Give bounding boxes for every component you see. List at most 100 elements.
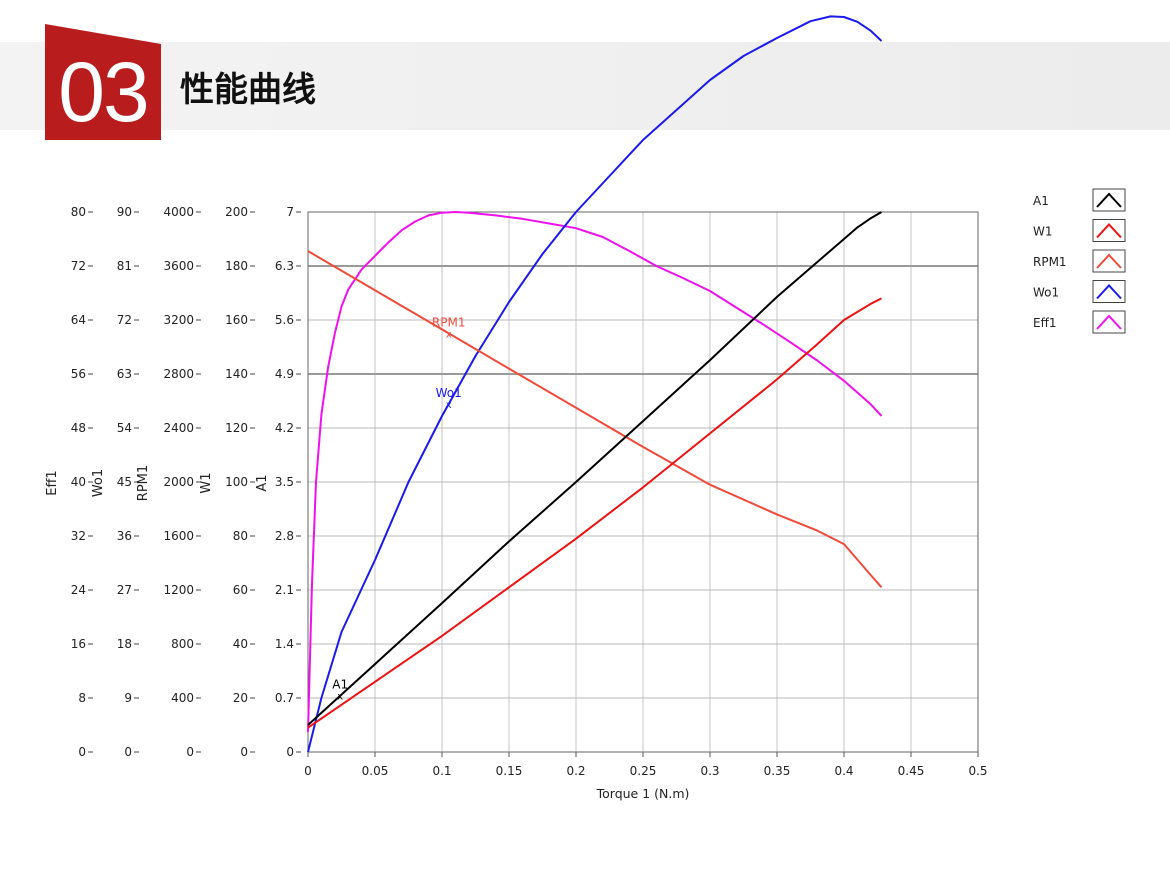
x-tick-label: 0.1 <box>432 764 451 778</box>
y-tick-label: 40 <box>71 475 86 489</box>
y-tick-label: 72 <box>71 259 86 273</box>
y-tick-label: 160 <box>225 313 248 327</box>
section-title: 性能曲线 <box>180 70 316 110</box>
header-bar <box>0 42 1170 130</box>
y-tick-label: 2.1 <box>275 583 294 597</box>
y-tick-label: 2.8 <box>275 529 294 543</box>
y-tick-label: 1.4 <box>275 637 294 651</box>
y-tick-label: 36 <box>117 529 132 543</box>
y-tick-label: 56 <box>71 367 86 381</box>
legend-swatch-box-Eff1 <box>1092 310 1126 334</box>
legend-swatch-line-Eff1 <box>1096 314 1122 330</box>
y-tick-label: 27 <box>117 583 132 597</box>
y-tick-label: 9 <box>124 691 132 705</box>
legend-swatch-box-Wo1 <box>1092 280 1126 303</box>
x-tick-label: 0.4 <box>834 764 853 778</box>
x-tick-label: 0.15 <box>496 764 523 778</box>
y-axis-label-A1: A1 <box>255 474 270 491</box>
y-tick-label: 2800 <box>163 367 194 381</box>
series-line-RPM1 <box>307 250 883 588</box>
series-label-Wo1: Wo1 <box>436 386 462 400</box>
legend-swatch-line-A1 <box>1096 192 1122 208</box>
y-tick-label: 180 <box>225 259 248 273</box>
y-tick-label: 24 <box>71 583 86 597</box>
plot-border <box>307 211 979 753</box>
legend-label-W1: W1 <box>1033 225 1053 239</box>
y-tick-label: 60 <box>233 583 248 597</box>
y-tick-label: 64 <box>71 313 86 327</box>
x-axis-label: Torque 1 (N.m) <box>596 786 690 801</box>
y-tick-label: 2400 <box>163 421 194 435</box>
y-tick-label: 20 <box>233 691 248 705</box>
y-tick-label: 16 <box>71 637 86 651</box>
y-tick-label: 200 <box>225 205 248 219</box>
legend-swatch-box-RPM1 <box>1092 249 1126 273</box>
legend-label-Eff1: Eff1 <box>1033 316 1056 330</box>
series-line-W1 <box>307 297 882 729</box>
y-axis-label-RPM1: RPM1 <box>136 465 151 501</box>
section-badge: 03 <box>45 24 161 140</box>
section-number: 03 <box>58 45 149 139</box>
y-tick-label: 18 <box>117 637 132 651</box>
series-marker-A1: x <box>337 692 343 703</box>
y-tick-label: 5.6 <box>275 313 294 327</box>
x-tick-label: 0.2 <box>566 764 585 778</box>
series-line-Wo1 <box>307 15 883 753</box>
y-tick-label: 2000 <box>163 475 194 489</box>
badge-shape <box>45 24 161 140</box>
legend-swatch-line-RPM1 <box>1096 253 1122 269</box>
series-line-A1 <box>307 211 883 726</box>
y-tick-label: 32 <box>71 529 86 543</box>
y-tick-label: 63 <box>117 367 132 381</box>
y-tick-label: 40 <box>233 637 248 651</box>
y-axis-label-Eff1: Eff1 <box>45 470 60 495</box>
legend-swatch-box-A1 <box>1092 188 1126 212</box>
y-tick-label: 0.7 <box>275 691 294 705</box>
y-tick-label: 0 <box>240 745 248 759</box>
series-label-RPM1: RPM1 <box>432 315 466 329</box>
y-tick-label: 3.5 <box>275 475 294 489</box>
series-label-A1: A1 <box>332 678 348 692</box>
x-tick-label: 0 <box>304 764 312 778</box>
y-tick-label: 4000 <box>163 205 194 219</box>
y-tick-label: 400 <box>171 691 194 705</box>
y-tick-label: 6.3 <box>275 259 294 273</box>
legend-swatch-box-W1 <box>1092 219 1126 242</box>
y-tick-label: 45 <box>117 475 132 489</box>
x-tick-label: 0.3 <box>700 764 719 778</box>
y-tick-label: 0 <box>124 745 132 759</box>
y-axis-label-Wo1: Wo1 <box>91 469 106 497</box>
y-tick-label: 120 <box>225 421 248 435</box>
legend-label-Wo1: Wo1 <box>1033 286 1059 300</box>
legend-label-RPM1: RPM1 <box>1033 255 1067 269</box>
y-tick-label: 1600 <box>163 529 194 543</box>
y-tick-label: 80 <box>233 529 248 543</box>
series-marker-RPM1: x <box>446 329 452 340</box>
x-tick-label: 0.35 <box>764 764 791 778</box>
series-marker-Wo1: x <box>446 400 452 411</box>
y-tick-label: 80 <box>71 205 86 219</box>
legend-swatch-line-Wo1 <box>1096 284 1122 300</box>
y-tick-label: 7 <box>286 205 294 219</box>
y-tick-label: 0 <box>78 745 86 759</box>
x-tick-label: 0.45 <box>898 764 925 778</box>
y-tick-label: 48 <box>71 421 86 435</box>
y-tick-label: 3600 <box>163 259 194 273</box>
y-tick-label: 0 <box>186 745 194 759</box>
x-tick-label: 0.05 <box>362 764 389 778</box>
y-tick-label: 8 <box>78 691 86 705</box>
y-tick-label: 54 <box>117 421 132 435</box>
y-tick-label: 81 <box>117 259 132 273</box>
y-tick-label: 0 <box>286 745 294 759</box>
y-tick-label: 800 <box>171 637 194 651</box>
y-tick-label: 90 <box>117 205 132 219</box>
y-tick-label: 1200 <box>163 583 194 597</box>
y-axis-label-W1: W1 <box>199 472 214 493</box>
y-tick-label: 4.2 <box>275 421 294 435</box>
y-tick-label: 72 <box>117 313 132 327</box>
x-tick-label: 0.5 <box>968 764 987 778</box>
legend-swatch-line-W1 <box>1096 223 1122 239</box>
legend-label-A1: A1 <box>1033 194 1049 208</box>
x-tick-label: 0.25 <box>630 764 657 778</box>
